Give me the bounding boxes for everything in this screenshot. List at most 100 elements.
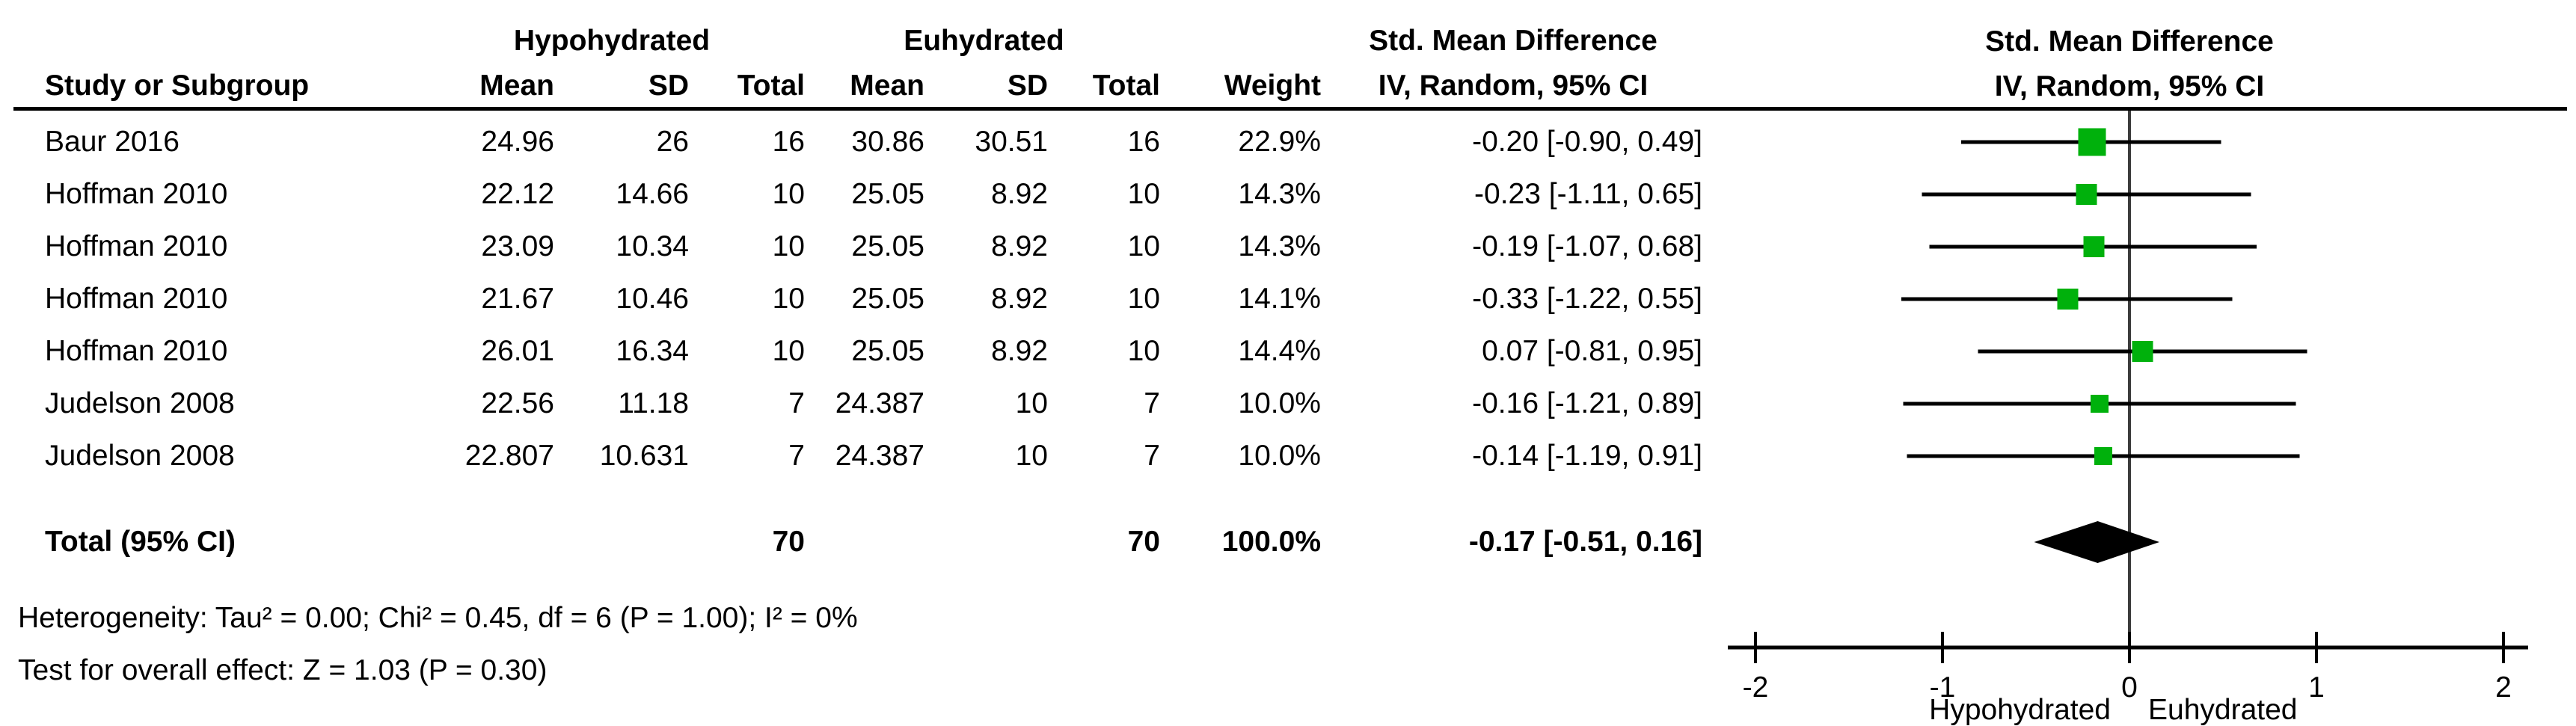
tick-label: -1	[1930, 671, 1956, 704]
cell-mean2: 24.387	[835, 387, 924, 419]
cell-sd2: 8.92	[991, 283, 1048, 315]
study-row: Judelson 2008 22.56 11.18 7 24.387 10 7 10.0% -0…	[0, 378, 1705, 430]
cell-mean1: 21.67	[481, 283, 554, 315]
cell-sd1: 10.46	[616, 283, 689, 315]
cell-mean1: 23.09	[481, 230, 554, 262]
effect-marker	[2091, 395, 2109, 413]
column-header-row: Study or Subgroup Mean SD Total Mean SD …	[0, 60, 1705, 112]
cell-total1: 7	[788, 387, 805, 419]
plot-header-line2: IV, Random, 95% CI	[1995, 70, 2265, 102]
col-header-mean2: Mean	[850, 70, 924, 102]
cell-sd1: 14.66	[616, 178, 689, 210]
cell-mean2: 25.05	[851, 178, 924, 210]
effect-header-line1: Std. Mean Difference	[1369, 25, 1657, 57]
cell-ci_text: -0.19 [-1.07, 0.68]	[1472, 230, 1702, 262]
cell-mean2: 24.387	[835, 440, 924, 472]
col-header-mean1: Mean	[479, 70, 554, 102]
col-header-ci: IV, Random, 95% CI	[1378, 70, 1649, 102]
cell-sd2: 30.51	[975, 126, 1048, 158]
col-header-total1: Total	[737, 70, 805, 102]
forest-plot-panel: Std. Mean Difference IV, Random, 95% CI …	[1728, 25, 2528, 726]
cell-mean2: 25.05	[851, 283, 924, 315]
effect-marker	[2132, 341, 2153, 362]
study-row: Judelson 2008 22.807 10.631 7 24.387 10 7 10.0%…	[0, 430, 1705, 482]
study-label: Baur 2016	[45, 126, 180, 158]
cell-sd2: 8.92	[991, 230, 1048, 262]
axis-label-right: Euhydrated	[2148, 694, 2297, 726]
group-header-row: Hypohydrated Euhydrated Std. Mean Differ…	[0, 15, 1705, 67]
study-row: Hoffman 2010 22.12 14.66 10 25.05 8.92 10 14.3%…	[0, 168, 1705, 221]
cell-weight: 14.4%	[1238, 335, 1321, 367]
study-row: Baur 2016 24.96 26 16 30.86 30.51 16 22.9% -0.20…	[0, 116, 1705, 168]
cell-sd1: 26	[656, 126, 689, 158]
cell-mean2: 25.05	[851, 335, 924, 367]
effect-marker	[2078, 128, 2106, 156]
tick-label: 0	[2121, 671, 2138, 704]
cell-sd2: 8.92	[991, 178, 1048, 210]
cell-total2: 10	[1127, 178, 1160, 210]
col-header-study: Study or Subgroup	[45, 70, 310, 102]
study-label: Hoffman 2010	[45, 335, 228, 367]
cell-weight: 22.9%	[1238, 126, 1321, 158]
study-label: Judelson 2008	[45, 387, 235, 419]
cell-ci_text: 0.07 [-0.81, 0.95]	[1482, 335, 1702, 367]
cell-weight: 10.0%	[1238, 440, 1321, 472]
group1-header: Hypohydrated	[513, 25, 711, 57]
overall-effect-note: Test for overall effect: Z = 1.03 (P = 0…	[18, 654, 548, 686]
heterogeneity-note: Heterogeneity: Tau² = 0.00; Chi² = 0.45,…	[18, 602, 858, 634]
cell-total1: 10	[772, 230, 805, 262]
tick-label: 1	[2308, 671, 2325, 704]
cell-mean1: 22.56	[481, 387, 554, 419]
cell-total2: 16	[1127, 126, 1160, 158]
study-label: Hoffman 2010	[45, 178, 228, 210]
cell-ci_text: -0.33 [-1.22, 0.55]	[1472, 283, 1702, 315]
cell-total1: 10	[772, 283, 805, 315]
cell-mean1: 22.12	[481, 178, 554, 210]
cell-weight: 14.3%	[1238, 230, 1321, 262]
study-label: Hoffman 2010	[45, 283, 228, 315]
cell-total2: 10	[1127, 283, 1160, 315]
total-diamond	[2034, 521, 2159, 563]
study-label: Judelson 2008	[45, 440, 235, 472]
cell-mean2: 30.86	[851, 126, 924, 158]
effect-marker	[2057, 289, 2079, 310]
group2-header: Euhydrated	[904, 25, 1064, 57]
col-header-total2: Total	[1092, 70, 1160, 102]
cell-ci_text: -0.20 [-0.90, 0.49]	[1472, 126, 1702, 158]
cell-total2: 7	[1144, 440, 1160, 472]
total-label: Total (95% CI)	[45, 526, 236, 558]
total-n-group1: 70	[772, 526, 805, 558]
cell-ci_text: -0.14 [-1.19, 0.91]	[1472, 440, 1702, 472]
effect-marker	[2076, 184, 2097, 205]
tick-label: 2	[2495, 671, 2512, 704]
cell-mean2: 25.05	[851, 230, 924, 262]
cell-weight: 14.3%	[1238, 178, 1321, 210]
axis-label-left: Hypohydrated	[1929, 694, 2111, 726]
cell-mean1: 26.01	[481, 335, 554, 367]
cell-weight: 14.1%	[1238, 283, 1321, 315]
study-row: Hoffman 2010 23.09 10.34 10 25.05 8.92 10 14.3%…	[0, 221, 1705, 273]
cell-sd1: 11.18	[618, 387, 689, 419]
cell-ci_text: -0.23 [-1.11, 0.65]	[1474, 178, 1702, 210]
cell-total1: 10	[772, 178, 805, 210]
plot-header-line1: Std. Mean Difference	[1985, 25, 2274, 58]
cell-total2: 10	[1127, 230, 1160, 262]
tick-label: -2	[1743, 671, 1769, 704]
cell-total1: 7	[788, 440, 805, 472]
cell-sd1: 10.34	[616, 230, 689, 262]
cell-sd1: 16.34	[616, 335, 689, 367]
cell-total1: 16	[772, 126, 805, 158]
cell-total2: 10	[1127, 335, 1160, 367]
cell-sd2: 8.92	[991, 335, 1048, 367]
cell-total2: 7	[1144, 387, 1160, 419]
cell-sd2: 10	[1015, 387, 1048, 419]
total-ci-text: -0.17 [-0.51, 0.16]	[1468, 526, 1702, 558]
effect-marker	[2094, 447, 2112, 465]
cell-weight: 10.0%	[1238, 387, 1321, 419]
total-row: Total (95% CI) 70 70 100.0% -0.17 [-0.51…	[0, 516, 1705, 568]
study-row: Hoffman 2010 26.01 16.34 10 25.05 8.92 10 14.4%…	[0, 325, 1705, 378]
cell-mean1: 24.96	[481, 126, 554, 158]
total-weight: 100.0%	[1221, 526, 1321, 558]
col-header-sd2: SD	[1007, 70, 1048, 102]
